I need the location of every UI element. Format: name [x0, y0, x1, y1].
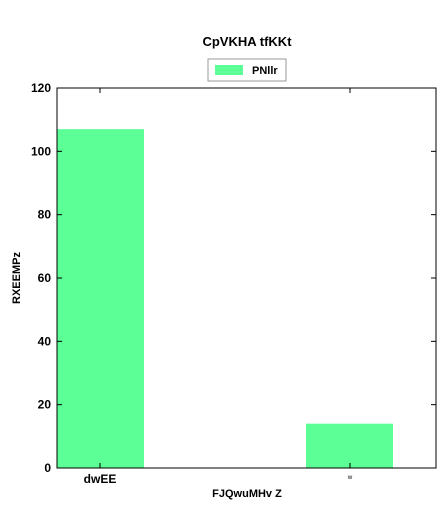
plot-frame: [56, 87, 437, 469]
legend-swatch: [215, 65, 243, 75]
y-tick-label: 80: [38, 208, 52, 222]
bars-layer: [57, 129, 393, 468]
bar-dwEE: [57, 129, 144, 468]
y-tick-label: 60: [38, 271, 52, 285]
x-axis-label: FJQwuMHv Z: [212, 488, 282, 500]
y-tick-label: 100: [31, 144, 51, 158]
y-axis-label: RXEEMPz: [11, 252, 23, 304]
y-axis-ticks: 0 20 40 60 80 100 120: [31, 81, 436, 475]
bar-w: [306, 423, 393, 468]
legend-box: [207, 58, 287, 82]
y-tick-label: 40: [38, 334, 52, 348]
y-tick-label: 120: [31, 81, 51, 95]
x-tick-label: dwEE: [84, 472, 117, 486]
y-tick-label: 20: [38, 398, 52, 412]
y-tick-label: 0: [44, 461, 51, 475]
legend-label: PNllr: [252, 65, 278, 77]
chart-title: CpVKHA tfKKt: [202, 34, 292, 49]
legend: PNllr: [207, 58, 287, 82]
x-axis-ticks: dwEE w: [84, 88, 353, 486]
x-tick-label: w: [347, 475, 353, 481]
